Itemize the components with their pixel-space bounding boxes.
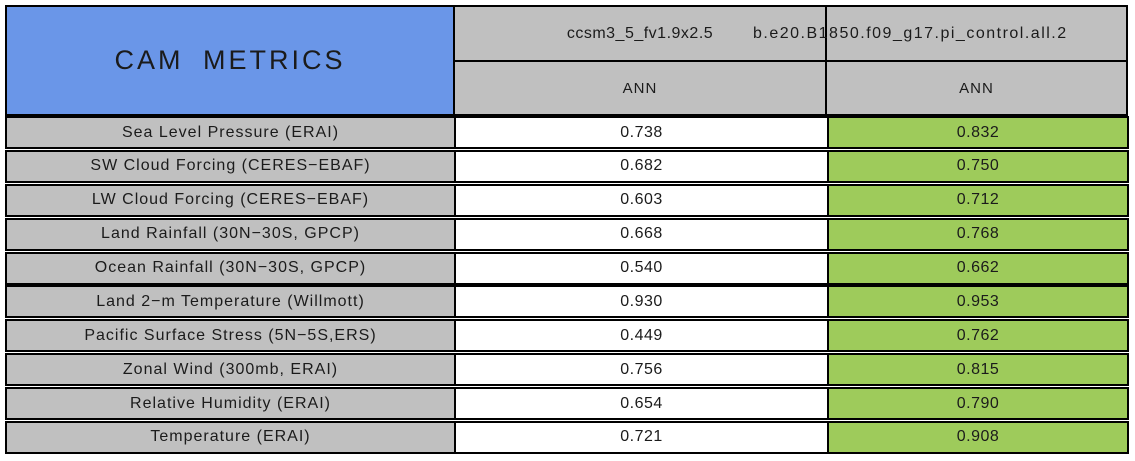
metric-value-model2: 0.953: [827, 287, 1127, 317]
metric-rows: Sea Level Pressure (ERAI) 0.738 0.832 SW…: [5, 116, 1129, 454]
table-row: Temperature (ERAI) 0.721 0.908: [5, 420, 1129, 454]
metric-label: Land Rainfall (30N−30S, GPCP): [7, 219, 454, 249]
metric-value-model2: 0.768: [827, 219, 1127, 249]
metric-value-model1: 0.756: [454, 355, 827, 385]
metric-value-model1: 0.654: [454, 389, 827, 418]
metric-value-model1: 0.721: [454, 422, 827, 452]
season-header-1: ANN: [454, 61, 826, 115]
metric-value-model1: 0.603: [454, 185, 827, 215]
metric-value-model2: 0.908: [827, 422, 1127, 452]
metric-value-model1: 0.449: [454, 321, 827, 351]
metric-label: Land 2−m Temperature (Willmott): [7, 287, 454, 317]
metric-label: LW Cloud Forcing (CERES−EBAF): [7, 185, 454, 215]
table-row: Sea Level Pressure (ERAI) 0.738 0.832: [5, 116, 1129, 149]
metric-label: Relative Humidity (ERAI): [7, 389, 454, 418]
metric-value-model1: 0.540: [454, 253, 827, 283]
metric-label: SW Cloud Forcing (CERES−EBAF): [7, 151, 454, 181]
model-name-1: ccsm3_5_fv1.9x2.5: [566, 24, 714, 42]
metric-value-model1: 0.682: [454, 151, 827, 181]
metric-value-model1: 0.668: [454, 219, 827, 249]
metric-label: Sea Level Pressure (ERAI): [7, 118, 454, 147]
table-row: Zonal Wind (300mb, ERAI) 0.756 0.815: [5, 353, 1129, 387]
metric-label: Zonal Wind (300mb, ERAI): [7, 355, 454, 385]
metric-value-model2: 0.712: [827, 185, 1127, 215]
table-header: CAM METRICS ccsm3_5_fv1.9x2.5 b.e20.B185…: [5, 5, 1128, 116]
metric-value-model2: 0.750: [827, 151, 1127, 181]
metric-value-model1: 0.930: [454, 287, 827, 317]
season-header-2: ANN: [826, 61, 1127, 115]
metric-label: Ocean Rainfall (30N−30S, GPCP): [7, 253, 454, 283]
model-header-1: ccsm3_5_fv1.9x2.5: [454, 6, 826, 61]
table-title: CAM METRICS: [6, 6, 454, 115]
table-row: Ocean Rainfall (30N−30S, GPCP) 0.540 0.6…: [5, 251, 1129, 285]
model-header-2: b.e20.B1850.f09_g17.pi_control.all.2: [753, 6, 1127, 61]
metric-value-model2: 0.762: [827, 321, 1127, 351]
metric-value-model2: 0.662: [827, 253, 1127, 283]
table-row: SW Cloud Forcing (CERES−EBAF) 0.682 0.75…: [5, 149, 1129, 183]
metric-value-model1: 0.738: [454, 118, 827, 147]
metric-value-model2: 0.832: [827, 118, 1127, 147]
table-row: LW Cloud Forcing (CERES−EBAF) 0.603 0.71…: [5, 183, 1129, 217]
table-row: Land 2−m Temperature (Willmott) 0.930 0.…: [5, 285, 1129, 319]
table-row: Relative Humidity (ERAI) 0.654 0.790: [5, 387, 1129, 420]
metric-value-model2: 0.790: [827, 389, 1127, 418]
table-row: Land Rainfall (30N−30S, GPCP) 0.668 0.76…: [5, 217, 1129, 251]
metric-label: Temperature (ERAI): [7, 422, 454, 452]
metric-label: Pacific Surface Stress (5N−5S,ERS): [7, 321, 454, 351]
metric-value-model2: 0.815: [827, 355, 1127, 385]
model-name-2: b.e20.B1850.f09_g17.pi_control.all.2: [753, 24, 1068, 42]
table-row: Pacific Surface Stress (5N−5S,ERS) 0.449…: [5, 319, 1129, 353]
